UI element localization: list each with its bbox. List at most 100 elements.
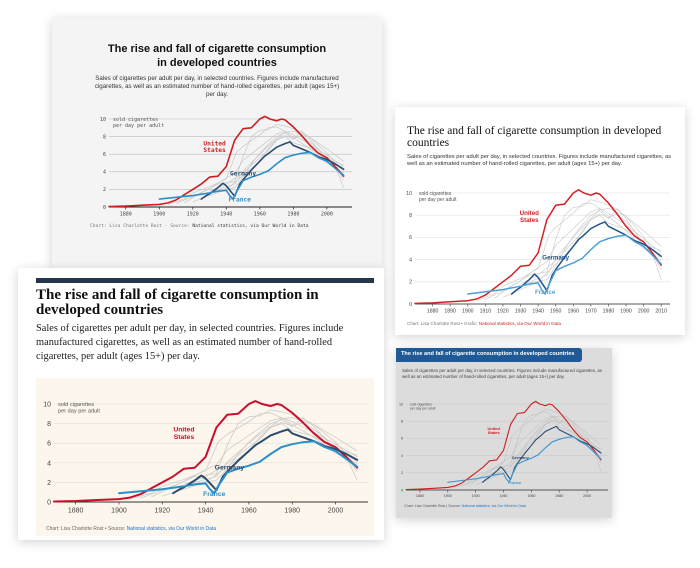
title-banner [396,348,582,362]
source-link[interactable]: National statistics, via Our World in Da… [478,321,561,326]
source-prefix: Chart: Lisa Charlotte Rost • Grafic: [407,321,479,326]
y-axis-label: per day per adult [419,197,457,203]
x-tick-label: 1940 [220,212,232,218]
x-tick-label: 1960 [254,212,266,218]
x-tick-label: 1880 [120,212,132,218]
chart-card-2: The rise and fall of cigarette consumpti… [395,107,685,335]
chart-source: Chart: Lisa Charlotte Rost • Source: Nat… [46,526,216,532]
united-states-label: United [488,426,501,431]
y-tick-label: 10 [399,402,403,406]
title-accent-bar [36,278,374,283]
x-tick-label: 1940 [198,508,214,515]
source-prefix: Chart: Lisa Charlotte Rost • Source: [46,526,127,532]
source-prefix: Chart: Lisa Charlotte Rost · Source: [90,224,193,229]
y-tick-label: 4 [103,170,106,176]
x-tick-label: 1980 [287,212,299,218]
united-states-label: United [203,139,226,147]
x-tick-label: 1900 [153,212,165,218]
other-country-line [151,409,358,498]
x-tick-label: 1890 [444,309,456,315]
y-tick-label: 2 [401,471,403,475]
x-tick-label: 1900 [444,494,452,498]
y-axis-label: per day per adult [410,406,436,410]
y-axis-label: sold cigarettes [419,191,452,197]
chart-source: Chart: Lisa Charlotte Rost • Grafic: Nat… [407,321,561,326]
y-tick-label: 6 [47,441,51,448]
x-tick-label: 1880 [68,508,84,515]
x-tick-label: 1920 [472,494,480,498]
x-tick-label: 1980 [284,508,300,515]
germany-label: Germany [215,465,245,472]
france-label: France [508,480,522,485]
x-tick-label: 1920 [154,508,170,515]
y-tick-label: 10 [406,191,412,197]
united-states-label: States [203,147,226,154]
x-tick-label: 1960 [568,309,580,315]
germany-label: Germany [512,455,530,460]
x-tick-label: 1980 [555,494,563,498]
other-country-line [201,130,344,199]
source-link[interactable]: National statistics, via Our World in Da… [461,504,526,508]
other-country-line [184,123,344,203]
united-states-label: States [520,217,539,224]
y-tick-label: 10 [100,117,106,123]
x-tick-label: 2000 [321,212,333,218]
y-tick-label: 4 [401,454,403,458]
y-tick-label: 8 [47,421,51,428]
y-axis-label: sold cigarettes [58,402,94,408]
germany-label: Germany [230,170,256,177]
france-label: France [535,289,556,296]
chart-card-1: The rise and fall of cigarette consumpti… [52,18,382,268]
y-tick-label: 10 [43,401,51,408]
united-states-label: United [520,210,539,217]
other-country-line [167,126,344,205]
united-states-line [405,400,602,491]
france-label: France [203,491,226,498]
y-axis-label: sold cigarettes [410,402,432,406]
y-axis-label: per day per adult [58,409,100,415]
other-country-line [454,411,602,488]
y-tick-label: 2 [47,480,51,487]
y-tick-label: 2 [103,187,106,193]
chart-subtitle: Sales of cigarettes per adult per day, i… [407,154,672,168]
x-tick-label: 1900 [462,309,474,315]
x-tick-label: 1930 [515,309,527,315]
chart-title: The rise and fall of cigarette consumpti… [36,287,319,318]
other-country-line [192,136,344,203]
united-states-line [414,188,662,305]
x-tick-label: 1900 [111,508,127,515]
other-country-line [511,208,662,294]
x-tick-label: 1880 [427,309,439,315]
y-tick-label: 6 [401,437,403,441]
y-axis-label: per day per adult [113,123,164,129]
other-country-line [475,420,602,486]
source-link[interactable]: National statistics, via Our World in Da… [126,526,217,532]
x-tick-label: 1910 [480,309,492,315]
other-country-line [496,415,602,474]
y-tick-label: 0 [401,488,403,492]
y-tick-label: 4 [47,460,51,467]
x-tick-label: 2000 [638,309,650,315]
chart-title-line-1: The rise and fall of cigarette consumpti… [107,43,327,55]
x-tick-label: 1920 [187,212,199,218]
chart-source: Chart: Lisa Charlotte Rost | Source: Nat… [404,504,526,508]
x-tick-label: 2010 [655,309,667,315]
y-tick-label: 8 [401,419,403,423]
chart-source: Chart: Lisa Charlotte Rost · Source: Nat… [90,224,309,229]
x-tick-label: 1950 [550,309,562,315]
source-link[interactable]: National statistics, via Our World in Da… [192,224,309,229]
united-states-label: United [173,426,194,433]
france-label: France [229,197,252,204]
chart-subtitle: Sales of cigarettes per adult per day, i… [402,368,603,379]
x-tick-label: 2000 [583,494,591,498]
chart-title: The rise and fall of cigarette consumpti… [401,351,575,357]
y-tick-label: 0 [409,302,412,308]
chart-card-3: The rise and fall of cigarette consumpti… [18,268,384,540]
x-tick-label: 1940 [500,494,508,498]
germany-label: Germany [542,255,569,262]
united-states-label: States [174,434,195,441]
